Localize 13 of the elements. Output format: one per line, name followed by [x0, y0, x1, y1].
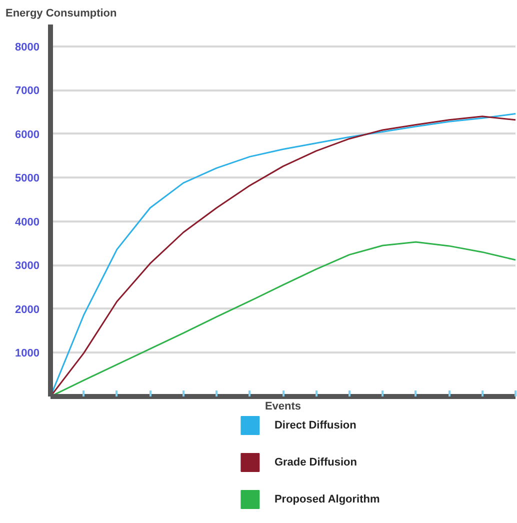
y-axis-title: Energy Consumption — [6, 8, 118, 20]
y-tick-label: 3000 — [15, 260, 40, 272]
y-tick-label: 4000 — [15, 216, 40, 228]
x-axis-title: Events — [264, 400, 302, 412]
y-tick-label: 7000 — [15, 85, 40, 98]
legend-label: Direct Diffusion — [274, 420, 357, 432]
y-tick-label: 1000 — [15, 348, 40, 360]
y-tick-label: 8000 — [15, 41, 40, 54]
y-tick-label: 5000 — [15, 172, 40, 185]
legend-label: Grade Diffusion — [274, 456, 358, 468]
y-tick-label: 6000 — [15, 128, 40, 141]
legend-label: Proposed Algorithm — [274, 494, 380, 506]
y-tick-label: 2000 — [15, 304, 40, 316]
